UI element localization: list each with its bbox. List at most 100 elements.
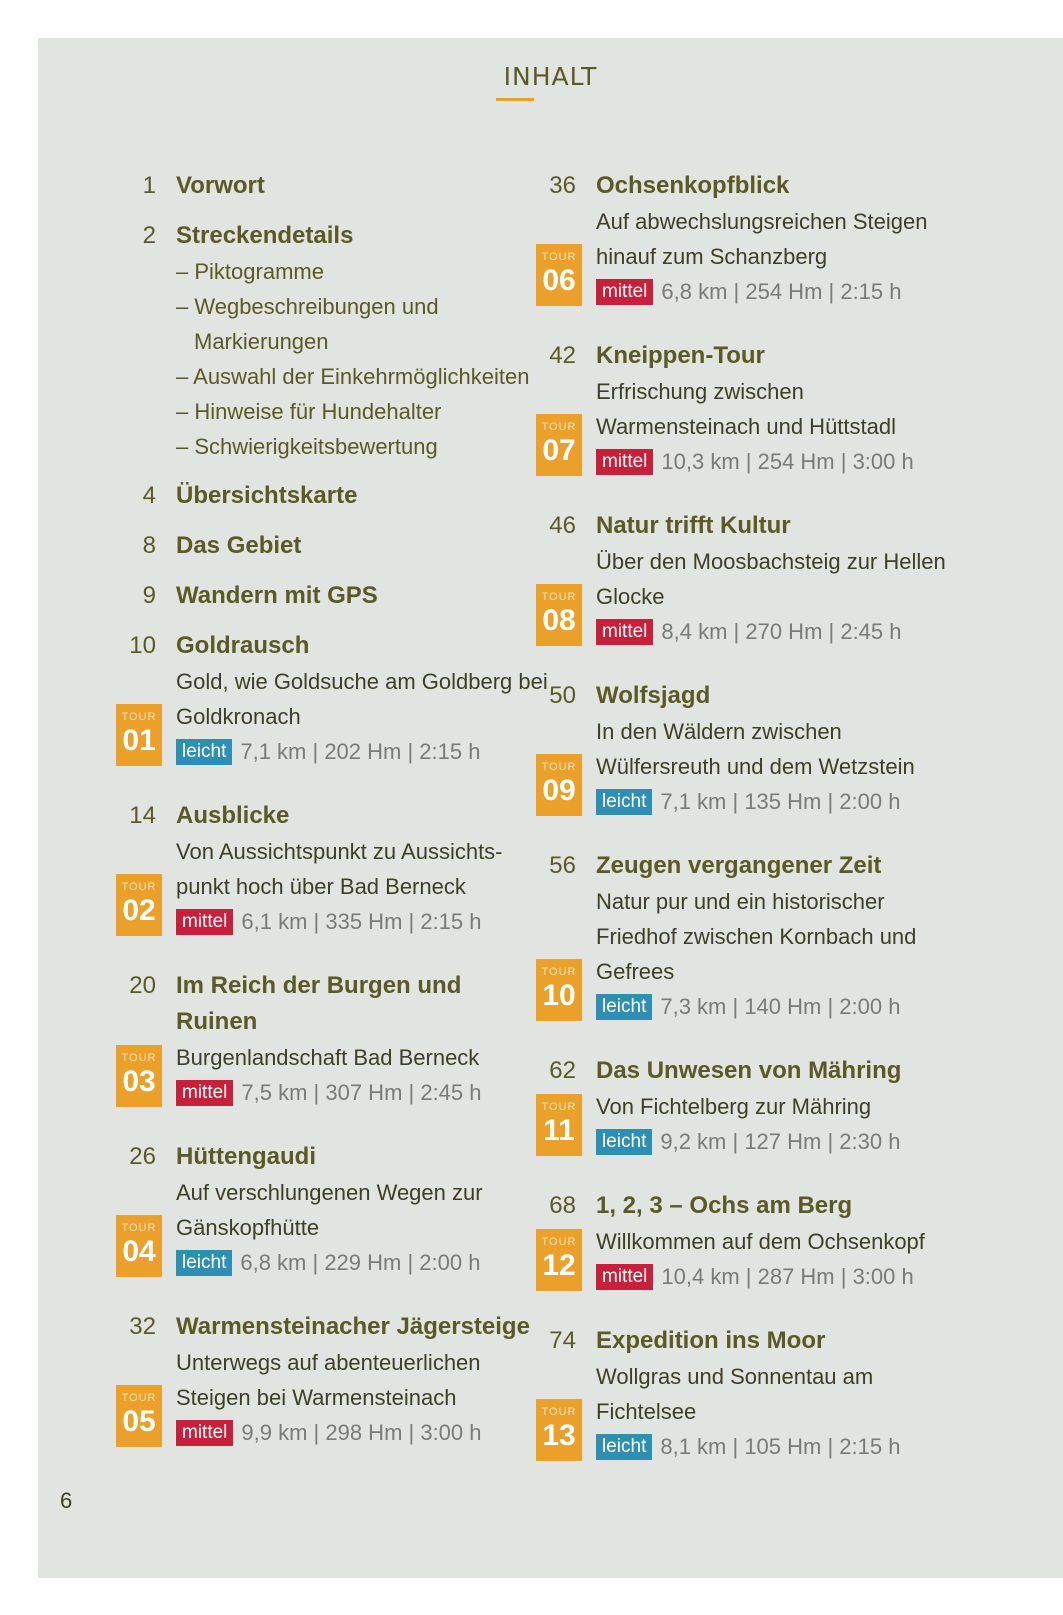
difficulty-badge: leicht: [596, 994, 653, 1020]
difficulty-badge: mittel: [596, 449, 654, 475]
page-ref: 46: [549, 512, 576, 539]
tour-number: 08: [542, 604, 576, 637]
toc-entry: 56 Zeugen vergangener Zeit Natur pur und e…: [528, 848, 968, 1025]
difficulty-badge: mittel: [596, 279, 654, 305]
tour-stats-row: leicht 7,1 km | 135 Hm | 2:00 h: [596, 784, 968, 820]
tour-label: TOUR: [121, 1222, 157, 1234]
tour-stats-row: mittel 9,9 km | 298 Hm | 3:00 h: [176, 1415, 548, 1451]
tour-number: 05: [122, 1405, 156, 1438]
page-number: 6: [60, 1488, 73, 1513]
tour-stats: 8,4 km | 270 Hm | 2:45 h: [661, 619, 902, 644]
toc-entry: 8 Das Gebiet: [108, 528, 548, 564]
tour-stats-row: mittel 8,4 km | 270 Hm | 2:45 h: [596, 614, 968, 650]
subtopic-item: Wegbeschreibungen und Markierungen: [176, 289, 548, 359]
difficulty-badge: leicht: [176, 1250, 233, 1276]
entry-body: Im Reich der Burgen und Ruinen Burgenland…: [176, 968, 548, 1111]
toc-entry: 46 Natur trifft Kultur Über den Moosbachst…: [528, 508, 968, 650]
tour-stats: 7,5 km | 307 Hm | 2:45 h: [241, 1080, 482, 1105]
tour-label: TOUR: [541, 1406, 577, 1418]
tour-label: TOUR: [541, 251, 577, 263]
toc-column-left: 1 Vorwort 2 Streckendetails PiktogrammeWegbe…: [108, 168, 548, 1479]
tour-number-badge: TOUR 07: [536, 414, 582, 476]
tour-stats: 6,1 km | 335 Hm | 2:15 h: [241, 909, 482, 934]
page-ref: 1: [142, 172, 156, 199]
toc-entry: 1 Vorwort: [108, 168, 548, 204]
toc-entry: 26 Hüttengaudi Auf verschlungenen Wegen zu…: [108, 1139, 548, 1281]
tour-stats-row: leicht 9,2 km | 127 Hm | 2:30 h: [596, 1124, 968, 1160]
entry-title: Das Gebiet: [176, 532, 302, 559]
toc-entry: 10 Goldrausch Gold, wie Goldsuche am Goldb…: [108, 628, 548, 770]
entry-body: Übersichtskarte: [176, 478, 548, 514]
tour-number: 12: [542, 1249, 576, 1282]
entry-body: Expedition ins Moor Wollgras und Sonnenta…: [596, 1323, 968, 1465]
entry-body: Zeugen vergangener Zeit Natur pur und ein…: [596, 848, 968, 1025]
difficulty-badge: leicht: [596, 789, 653, 815]
toc-entry: 4 Übersichtskarte: [108, 478, 548, 514]
entry-title: 1, 2, 3 – Ochs am Berg: [596, 1192, 853, 1219]
tour-stats-row: leicht 7,1 km | 202 Hm | 2:15 h: [176, 734, 548, 770]
entry-body: Kneippen-Tour Erfrischung zwischen Warmen…: [596, 338, 968, 480]
difficulty-badge: mittel: [596, 1264, 654, 1290]
title-underline: [496, 98, 534, 101]
tour-stats-row: mittel 10,4 km | 287 Hm | 3:00 h: [596, 1259, 968, 1295]
toc-entry: 20 Im Reich der Burgen und Ruinen Burgenla…: [108, 968, 548, 1111]
entry-subtitle: Erfrischung zwischen Warmensteinach und …: [596, 379, 896, 439]
entry-subtitle: In den Wäldern zwischen Wülfersreuth und…: [596, 719, 915, 779]
page-ref: 4: [142, 482, 156, 509]
tour-stats: 6,8 km | 229 Hm | 2:00 h: [240, 1250, 481, 1275]
entry-body: Warmensteinacher Jägersteige Unterwegs au…: [176, 1309, 548, 1451]
page-ref: 10: [129, 632, 156, 659]
entry-title: Ausblicke: [176, 802, 290, 829]
toc-entry: 68 1, 2, 3 – Ochs am Berg Willkommen auf d…: [528, 1188, 968, 1295]
tour-number-badge: TOUR 03: [116, 1045, 162, 1107]
entry-title: Zeugen vergangener Zeit: [596, 852, 882, 879]
difficulty-badge: leicht: [176, 739, 233, 765]
tour-stats: 10,4 km | 287 Hm | 3:00 h: [661, 1264, 914, 1289]
entry-subtitle: Über den Moosbachsteig zur Hellen Glocke: [596, 549, 946, 609]
entry-subtitle: Gold, wie Goldsuche am Goldberg bei Gold…: [176, 669, 548, 729]
page-ref: 36: [549, 172, 576, 199]
page-ref: 56: [549, 852, 576, 879]
tour-label: TOUR: [121, 711, 157, 723]
tour-number: 01: [122, 724, 156, 757]
tour-label: TOUR: [121, 881, 157, 893]
toc-entry: 50 Wolfsjagd In den Wäldern zwischen Wülfe…: [528, 678, 968, 820]
tour-number: 03: [122, 1065, 156, 1098]
entry-body: Ochsenkopfblick Auf abwechslungsreichen S…: [596, 168, 968, 310]
tour-stats-row: mittel 10,3 km | 254 Hm | 3:00 h: [596, 444, 968, 480]
tour-number: 02: [122, 894, 156, 927]
entry-subtitle: Von Aussichtspunkt zu Aussichts-punkt ho…: [176, 839, 503, 899]
tour-number: 04: [122, 1235, 156, 1268]
entry-title: Kneippen-Tour: [596, 342, 765, 369]
entry-title: Wolfsjagd: [596, 682, 711, 709]
tour-number-badge: TOUR 13: [536, 1399, 582, 1461]
page-ref: 74: [549, 1327, 576, 1354]
tour-number-badge: TOUR 01: [116, 704, 162, 766]
difficulty-badge: mittel: [176, 1420, 234, 1446]
entry-body: Natur trifft Kultur Über den Moosbachstei…: [596, 508, 968, 650]
entry-title: Streckendetails: [176, 222, 354, 249]
tour-number-badge: TOUR 12: [536, 1229, 582, 1291]
tour-number-badge: TOUR 05: [116, 1385, 162, 1447]
toc-column-right: 36 Ochsenkopfblick Auf abwechslungsreichen…: [528, 168, 968, 1493]
toc-entry: 74 Expedition ins Moor Wollgras und Sonnen…: [528, 1323, 968, 1465]
entry-body: Wolfsjagd In den Wäldern zwischen Wülfers…: [596, 678, 968, 820]
tour-stats-row: mittel 7,5 km | 307 Hm | 2:45 h: [176, 1075, 548, 1111]
tour-number-badge: TOUR 09: [536, 754, 582, 816]
tour-label: TOUR: [121, 1052, 157, 1064]
tour-stats: 7,1 km | 135 Hm | 2:00 h: [660, 789, 901, 814]
tour-stats: 8,1 km | 105 Hm | 2:15 h: [660, 1434, 901, 1459]
tour-label: TOUR: [541, 966, 577, 978]
difficulty-badge: mittel: [176, 1080, 234, 1106]
tour-number-badge: TOUR 10: [536, 959, 582, 1021]
tour-stats: 9,2 km | 127 Hm | 2:30 h: [660, 1129, 901, 1154]
subtopic-item: Schwierigkeitsbewertung: [176, 429, 548, 464]
entry-body: Das Unwesen von Mähring Von Fichtelberg z…: [596, 1053, 968, 1160]
entry-title: Warmensteinacher Jägersteige: [176, 1313, 530, 1340]
tour-stats: 10,3 km | 254 Hm | 3:00 h: [661, 449, 914, 474]
page-ref: 50: [549, 682, 576, 709]
entry-body: Das Gebiet: [176, 528, 548, 564]
entry-subtitle: Auf verschlungenen Wegen zur Gänskopfhüt…: [176, 1180, 483, 1240]
tour-number: 06: [542, 264, 576, 297]
tour-stats: 7,1 km | 202 Hm | 2:15 h: [240, 739, 481, 764]
